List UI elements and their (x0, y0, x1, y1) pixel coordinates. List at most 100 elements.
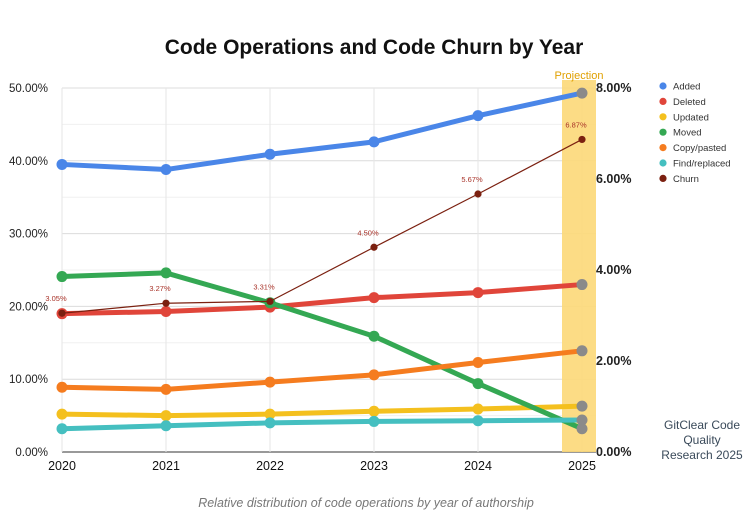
projection-label: Projection (555, 70, 604, 82)
y-right-tick-label: 8.00% (596, 81, 631, 95)
point-find-replaced (56, 423, 68, 435)
point-copy-pasted (56, 381, 68, 393)
y-right-tick-label: 4.00% (596, 263, 631, 277)
series-line-deleted (59, 282, 585, 317)
point-updated (472, 403, 484, 415)
legend-label: Deleted (673, 97, 706, 108)
series-line-find-replaced (59, 417, 585, 432)
data-label-churn: 3.05% (45, 294, 67, 303)
point-added (264, 148, 276, 160)
legend-item-copy-pasted: Copy/pasted (659, 143, 726, 154)
y-left-tick-label: 20.00% (9, 301, 48, 313)
series-line-added (59, 90, 585, 173)
point-find-replaced (576, 414, 588, 426)
point-moved (368, 330, 380, 342)
legend-swatch (659, 174, 667, 182)
point-copy-pasted (576, 345, 588, 357)
point-find-replaced (368, 415, 380, 427)
point-updated (576, 400, 588, 412)
series-find-replaced (56, 414, 588, 435)
point-deleted (160, 305, 172, 317)
point-added (576, 87, 588, 99)
x-tick-label: 2022 (256, 459, 284, 473)
legend-label: Find/replaced (673, 159, 731, 170)
series-churn: 3.05% 3.27% 3.31% 4.50% 5.67% 6.87% (45, 120, 587, 317)
point-deleted (368, 292, 380, 304)
legend-item-find-replaced: Find/replaced (659, 159, 731, 170)
y-left-tick-label: 30.00% (9, 229, 48, 241)
x-tick-label: 2025 (568, 459, 596, 473)
data-label-churn: 5.67% (461, 175, 483, 184)
point-churn (578, 135, 586, 144)
series-line-churn (61, 138, 583, 314)
point-churn (58, 309, 66, 317)
legend-item-deleted: Deleted (659, 97, 706, 108)
y-left-tick-label: 10.00% (9, 374, 48, 386)
point-churn (370, 243, 378, 251)
y-right-tick-label: 0.00% (596, 445, 631, 459)
point-find-replaced (264, 417, 276, 429)
point-updated (56, 408, 68, 420)
y-left-tick-label: 0.00% (15, 447, 48, 459)
point-churn (162, 299, 170, 307)
x-tick-label: 2023 (360, 459, 388, 473)
point-moved (472, 378, 484, 390)
y-right-tick-label: 6.00% (596, 172, 631, 186)
projection-rect (562, 80, 596, 452)
legend-item-churn: Churn (659, 174, 699, 185)
series-line-copy-pasted (59, 348, 585, 392)
series-line-updated (59, 403, 585, 419)
data-label-churn: 6.87% (565, 120, 587, 129)
legend-swatch (659, 113, 667, 121)
x-tick-label: 2024 (464, 459, 492, 473)
point-copy-pasted (160, 383, 172, 395)
data-label-churn: 3.27% (149, 284, 171, 293)
series-line-moved (59, 270, 585, 432)
data-label-churn: 4.50% (357, 228, 379, 237)
series-updated (56, 400, 588, 422)
point-moved (160, 267, 172, 279)
legend-swatch (659, 159, 667, 167)
y-left-tick-label: 50.00% (9, 83, 48, 95)
point-updated (264, 408, 276, 420)
x-tick-label: 2020 (48, 459, 76, 473)
legend-label: Updated (673, 112, 709, 123)
legend-swatch (659, 144, 667, 152)
series-lines: 3.05% 3.27% 3.31% 4.50% 5.67% 6.87% (45, 87, 588, 435)
point-moved (56, 271, 68, 283)
point-churn (474, 190, 482, 198)
series-copy-pasted (56, 345, 588, 395)
point-added (56, 158, 68, 170)
legend: Added Deleted Updated Moved Copy/pasted Find/… (659, 82, 731, 185)
data-label-churn: 3.31% (253, 282, 275, 291)
point-updated (368, 405, 380, 417)
legend-swatch (659, 97, 667, 105)
legend-label: Added (673, 82, 700, 93)
point-find-replaced (160, 420, 172, 432)
point-copy-pasted (472, 356, 484, 368)
legend-item-added: Added (659, 82, 700, 93)
point-moved (576, 423, 588, 435)
legend-item-moved: Moved (659, 128, 702, 139)
point-find-replaced (472, 415, 484, 427)
legend-item-updated: Updated (659, 112, 709, 123)
point-added (160, 164, 172, 176)
point-churn (266, 297, 274, 305)
point-added (472, 110, 484, 122)
series-deleted (56, 279, 588, 320)
series-added (56, 87, 588, 176)
series-moved (56, 267, 588, 435)
point-copy-pasted (264, 376, 276, 388)
point-added (368, 136, 380, 148)
chart-title: Code Operations and Code Churn by Year (164, 36, 584, 59)
legend-label: Copy/pasted (673, 143, 726, 154)
point-deleted (472, 287, 484, 299)
legend-label: Moved (673, 128, 702, 139)
point-deleted (576, 279, 588, 291)
legend-label: Churn (673, 174, 699, 185)
projection-band: Projection (555, 70, 604, 452)
source-note: GitClear Code Quality Research 2025 (661, 418, 743, 462)
point-updated (160, 410, 172, 422)
x-tick-label: 2021 (152, 459, 180, 473)
